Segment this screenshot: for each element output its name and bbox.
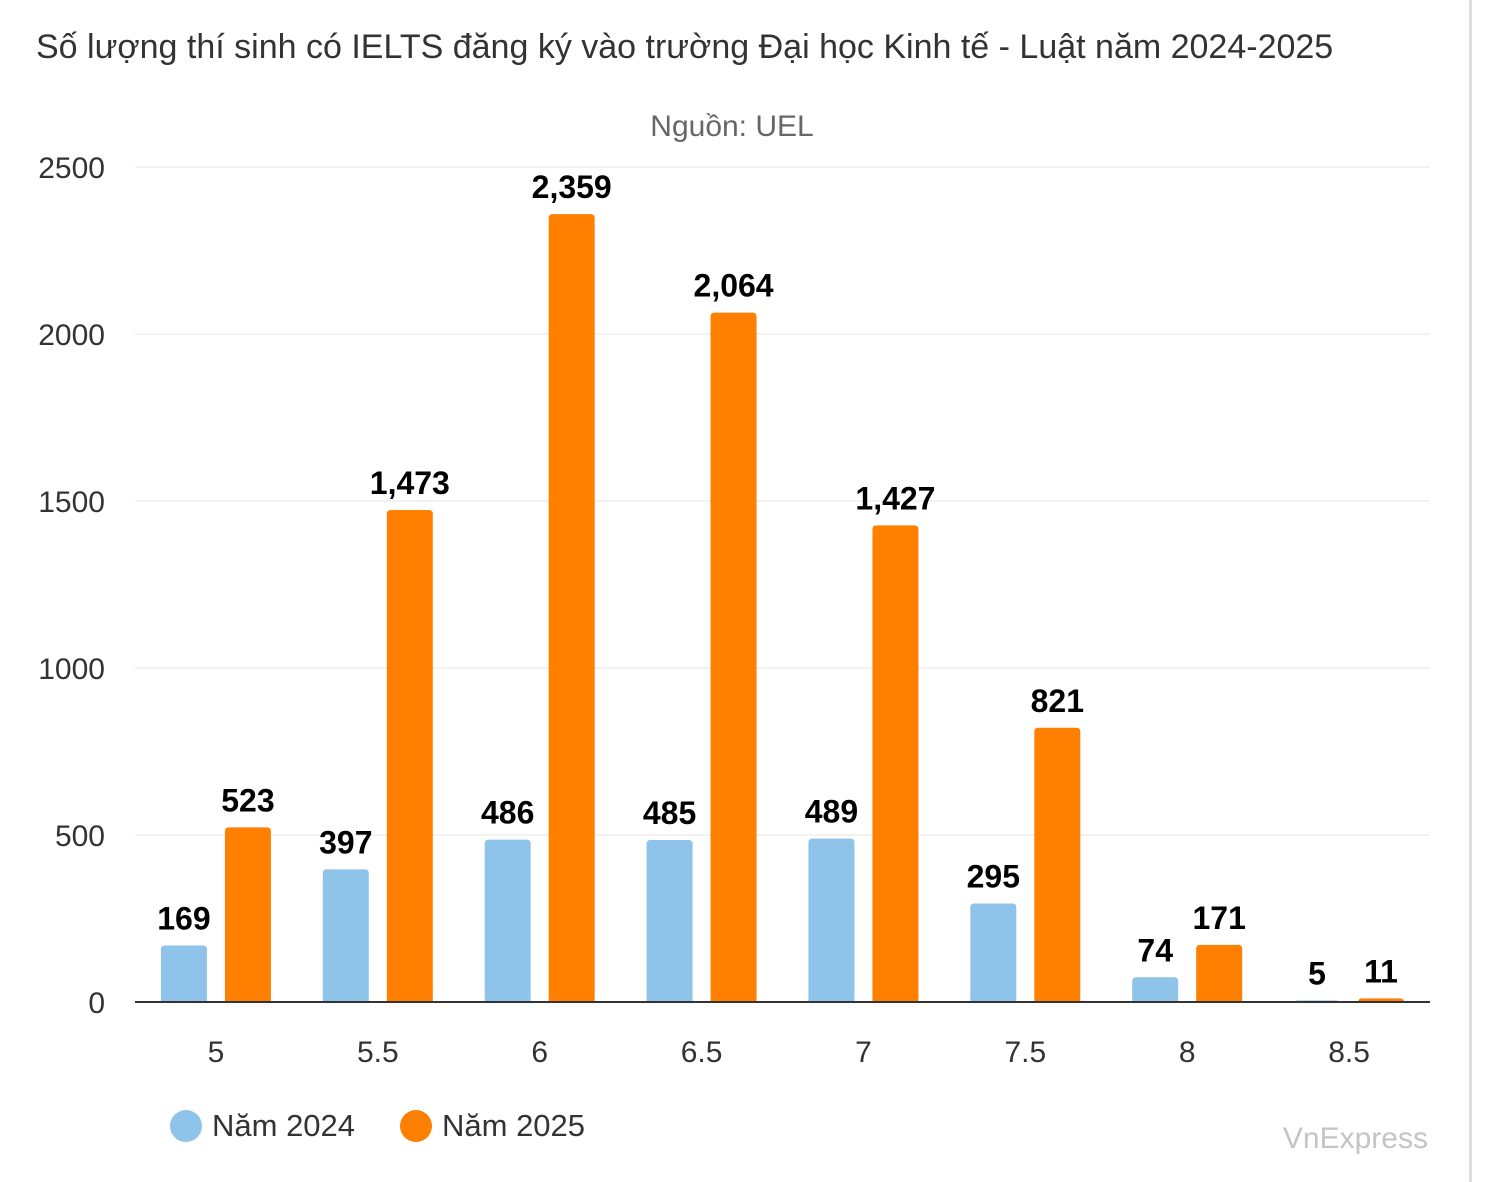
y-tick-label: 1500: [38, 486, 105, 519]
x-tick-label: 7.5: [1004, 1036, 1046, 1069]
y-tick-label: 1000: [38, 653, 105, 686]
data-label: 485: [643, 795, 696, 831]
data-label: 489: [805, 794, 858, 830]
data-label: 523: [221, 782, 274, 818]
bar-năm-2025[interactable]: [224, 827, 271, 1002]
bar-năm-2024[interactable]: [160, 945, 207, 1002]
y-tick-label: 2500: [38, 152, 105, 185]
data-label: 2,064: [694, 268, 774, 304]
chart-title: Số lượng thí sinh có IELTS đăng ký vào t…: [36, 28, 1334, 66]
bar-năm-2024[interactable]: [808, 838, 855, 1002]
bar-năm-2025[interactable]: [386, 510, 433, 1002]
data-label: 169: [157, 901, 210, 937]
data-label: 295: [967, 858, 1020, 894]
data-label: 1,473: [370, 465, 450, 501]
data-label: 1,427: [855, 480, 935, 516]
bar-năm-2025[interactable]: [1196, 944, 1243, 1002]
y-tick-label: 500: [55, 820, 105, 853]
data-label: 171: [1192, 900, 1245, 936]
data-label: 5: [1308, 955, 1326, 991]
bar-năm-2024[interactable]: [1132, 977, 1179, 1002]
data-label: 11: [1364, 953, 1398, 989]
x-tick-label: 6.5: [681, 1036, 723, 1069]
legend-item-2024[interactable]: Năm 2024: [170, 1108, 355, 1144]
bar-năm-2025[interactable]: [548, 214, 595, 1002]
legend-label: Năm 2024: [212, 1108, 356, 1143]
x-tick-label: 6: [531, 1036, 548, 1069]
x-tick-label: 5.5: [357, 1036, 399, 1069]
scrollbar-edge: [1469, 0, 1472, 1182]
bar-năm-2025[interactable]: [872, 525, 919, 1002]
data-label: 486: [481, 795, 534, 831]
x-tick-label: 8: [1179, 1036, 1196, 1069]
brand-watermark: VnExpress: [1282, 1122, 1428, 1155]
bar-năm-2025[interactable]: [1034, 727, 1081, 1002]
legend-swatch: [400, 1110, 432, 1142]
legend-label: Năm 2025: [442, 1108, 586, 1143]
data-label: 397: [319, 824, 372, 860]
x-tick-label: 8.5: [1328, 1036, 1370, 1069]
y-tick-label: 2000: [38, 319, 105, 352]
x-tick-label: 7: [855, 1036, 872, 1069]
x-tick-label: 5: [208, 1036, 225, 1069]
legend-swatch: [170, 1110, 202, 1142]
data-label: 2,359: [532, 169, 612, 205]
bar-năm-2024[interactable]: [484, 839, 531, 1002]
data-label: 821: [1031, 683, 1084, 719]
bar-năm-2024[interactable]: [322, 869, 369, 1002]
legend-item-2025[interactable]: Năm 2025: [400, 1108, 585, 1144]
bar-năm-2025[interactable]: [710, 312, 757, 1002]
bar-năm-2024[interactable]: [970, 903, 1017, 1002]
bar-năm-2024[interactable]: [646, 840, 693, 1002]
chart-subtitle: Nguồn: UEL: [650, 110, 814, 143]
data-label: 74: [1137, 932, 1173, 968]
y-tick-label: 0: [88, 987, 105, 1020]
